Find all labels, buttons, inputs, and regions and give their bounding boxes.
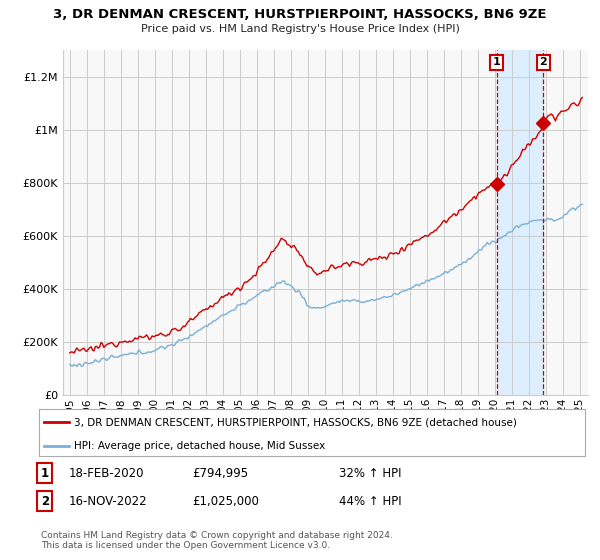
Text: 16-NOV-2022: 16-NOV-2022: [69, 494, 148, 508]
Text: £794,995: £794,995: [192, 466, 248, 480]
Bar: [497, 50, 544, 395]
Text: 18-FEB-2020: 18-FEB-2020: [69, 466, 145, 480]
Text: Contains HM Land Registry data © Crown copyright and database right 2024.
This d: Contains HM Land Registry data © Crown c…: [41, 530, 392, 550]
Text: 1: 1: [493, 57, 500, 67]
Text: £1,025,000: £1,025,000: [192, 494, 259, 508]
Text: 32% ↑ HPI: 32% ↑ HPI: [339, 466, 401, 480]
Text: HPI: Average price, detached house, Mid Sussex: HPI: Average price, detached house, Mid …: [74, 441, 326, 451]
Text: 2: 2: [539, 57, 547, 67]
Text: 3, DR DENMAN CRESCENT, HURSTPIERPOINT, HASSOCKS, BN6 9ZE: 3, DR DENMAN CRESCENT, HURSTPIERPOINT, H…: [53, 8, 547, 21]
Text: 1: 1: [41, 466, 49, 480]
Text: Price paid vs. HM Land Registry's House Price Index (HPI): Price paid vs. HM Land Registry's House …: [140, 24, 460, 34]
Text: 44% ↑ HPI: 44% ↑ HPI: [339, 494, 401, 508]
Text: 3, DR DENMAN CRESCENT, HURSTPIERPOINT, HASSOCKS, BN6 9ZE (detached house): 3, DR DENMAN CRESCENT, HURSTPIERPOINT, H…: [74, 417, 517, 427]
Text: 2: 2: [41, 494, 49, 508]
